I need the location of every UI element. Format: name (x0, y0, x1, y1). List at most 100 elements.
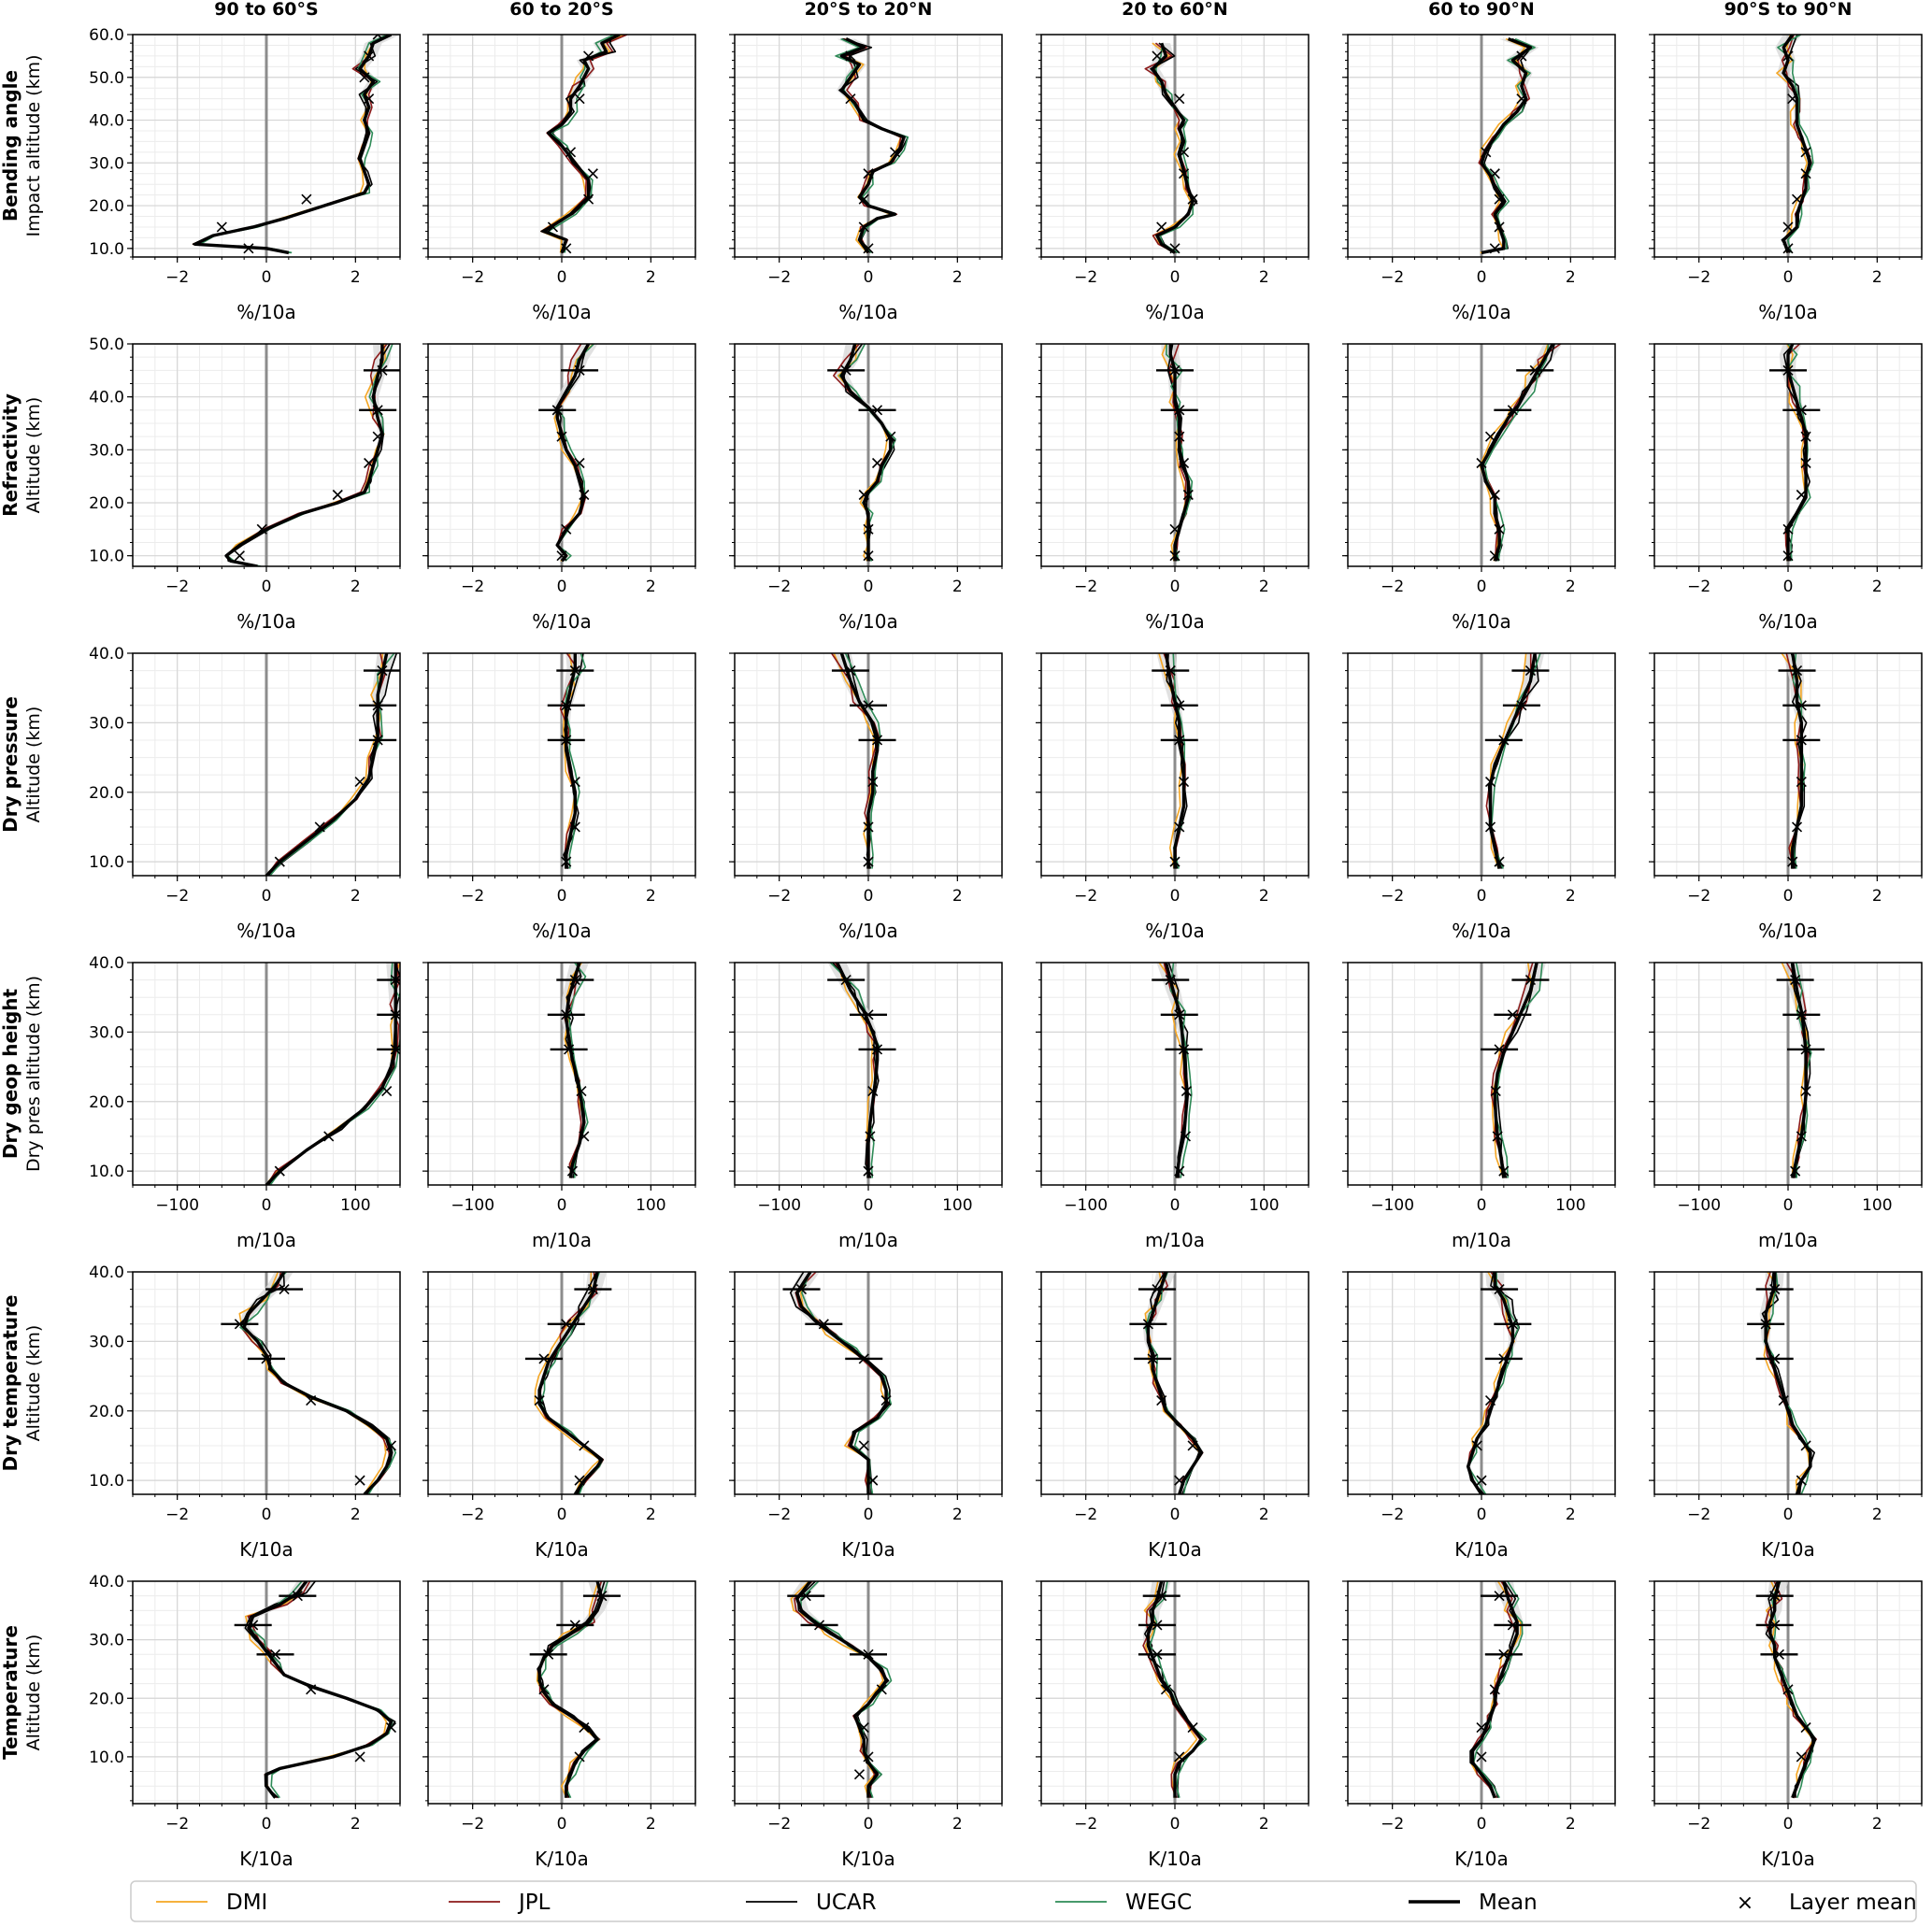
x-tick-label: 0 (262, 268, 272, 287)
layer-mean-marker (385, 1440, 397, 1451)
series-line-mean (839, 653, 880, 869)
series-line-mean (1151, 42, 1195, 254)
layer-mean-marker (1152, 50, 1163, 62)
row-label: Dry geop height Dry pres altitude (km) (0, 976, 44, 1172)
panel-frame (1040, 652, 1309, 877)
y-axis-label: Impact altitude (km) (23, 54, 44, 236)
x-tick-label: 2 (1259, 578, 1269, 596)
series-line-ucar (540, 35, 617, 253)
layer-mean-marker (256, 523, 267, 535)
layer-mean-marker (301, 193, 312, 205)
x-axis-label: %/10a (532, 301, 591, 323)
plot-area (1769, 344, 1821, 562)
plot-area (787, 1581, 893, 1799)
layer-mean-marker (863, 821, 874, 833)
y-tick-label: 20.0 (89, 1690, 124, 1708)
x-tick-label: 0 (557, 268, 567, 287)
panel-frame (1653, 1271, 1923, 1495)
panel-frame (427, 34, 696, 258)
layer-mean-marker (1471, 1440, 1482, 1451)
legend-label: DMI (226, 1891, 267, 1915)
panel: −2 0 2 %/10a (1036, 652, 1309, 942)
x-tick-label: 0 (1477, 578, 1487, 596)
column-title: 90 to 60°S (214, 0, 318, 20)
x-tick-label: 2 (351, 268, 361, 287)
x-tick-label: 0 (1170, 578, 1181, 596)
x-axis-label: %/10a (838, 920, 897, 942)
layer-mean-marker (1484, 821, 1496, 833)
legend-item: WEGC (1055, 1891, 1192, 1915)
layer-mean-marker (265, 1284, 304, 1295)
panel-frame (1040, 962, 1309, 1186)
row-label: Dry pressure Altitude (km) (0, 696, 44, 833)
panel-frame (1653, 343, 1923, 567)
layer-mean-marker (547, 1009, 585, 1021)
x-tick-label: −2 (165, 268, 189, 287)
x-tick-label: −100 (1064, 1196, 1108, 1215)
series-line-mean (1493, 963, 1538, 1178)
y-tick-label: 20.0 (89, 197, 124, 216)
x-tick-label: 0 (1170, 268, 1181, 287)
legend-item: DMI (156, 1891, 267, 1915)
x-tick-label: 2 (1872, 1815, 1882, 1834)
x-tick-label: 2 (646, 578, 656, 596)
layer-mean-marker (1494, 1319, 1532, 1330)
layer-mean-marker (359, 72, 370, 83)
x-tick-label: −2 (1381, 578, 1404, 596)
panel-frame (132, 34, 401, 258)
layer-mean-marker (827, 364, 866, 376)
layer-mean-marker (1169, 550, 1181, 562)
series-line-jpl (1765, 1581, 1817, 1798)
layer-mean-marker (867, 777, 879, 788)
layer-mean-marker (1800, 1440, 1811, 1451)
x-tick-label: 0 (557, 1815, 567, 1834)
x-tick-label: −2 (1381, 1506, 1404, 1524)
panel-frame (1347, 962, 1616, 1186)
x-tick-label: 2 (351, 1506, 361, 1524)
layer-mean-marker (574, 93, 585, 105)
y-tick-label: 40.0 (89, 389, 124, 407)
y-axis-label: Altitude (km) (23, 1325, 44, 1442)
x-tick-label: −2 (1074, 268, 1097, 287)
layer-mean-marker (1182, 489, 1194, 501)
spread-band (238, 1272, 394, 1494)
layer-mean-marker (863, 1751, 874, 1763)
panel-frame (132, 1580, 401, 1805)
layer-mean-marker (1156, 364, 1194, 376)
x-tick-label: 0 (1170, 887, 1181, 906)
y-tick-label: 10.0 (89, 853, 124, 872)
series-line-mean (555, 344, 591, 563)
layer-mean-marker (363, 665, 400, 677)
y-tick-label: 30.0 (89, 714, 124, 733)
layer-mean-marker (1787, 1044, 1825, 1055)
layer-mean-marker (381, 1086, 393, 1097)
layer-mean-marker (863, 243, 874, 254)
series-line-mean (1168, 344, 1191, 562)
layer-mean-marker (377, 1044, 400, 1055)
layer-mean-marker (850, 1009, 887, 1021)
x-tick-label: 0 (262, 578, 272, 596)
series-line-mean (1470, 1581, 1519, 1799)
x-tick-label: −2 (165, 578, 189, 596)
plot-area (1478, 36, 1539, 255)
layer-mean-marker (1174, 93, 1185, 105)
panel: −2 0 2 %/10a (422, 652, 696, 942)
x-tick-label: −2 (1074, 578, 1097, 596)
layer-mean-marker (1791, 193, 1803, 205)
layer-mean-marker (561, 364, 599, 376)
layer-mean-marker (1484, 1353, 1523, 1364)
layer-mean-marker (323, 1131, 335, 1142)
layer-mean-marker (890, 147, 901, 158)
x-tick-label: 0 (1477, 1506, 1487, 1524)
plot-area (1466, 1272, 1532, 1494)
x-tick-label: 2 (952, 1506, 963, 1524)
panel: −2 0 2 %/10a (1036, 34, 1309, 323)
layer-mean-marker (565, 147, 577, 158)
layer-mean-marker (1156, 1395, 1167, 1406)
layer-mean-marker (1782, 405, 1821, 416)
layer-mean-marker (1494, 1009, 1532, 1021)
layer-mean-marker (1760, 1649, 1798, 1660)
layer-mean-marker (556, 1620, 594, 1631)
layer-mean-marker (1791, 821, 1803, 833)
layer-mean-marker (534, 1395, 545, 1406)
